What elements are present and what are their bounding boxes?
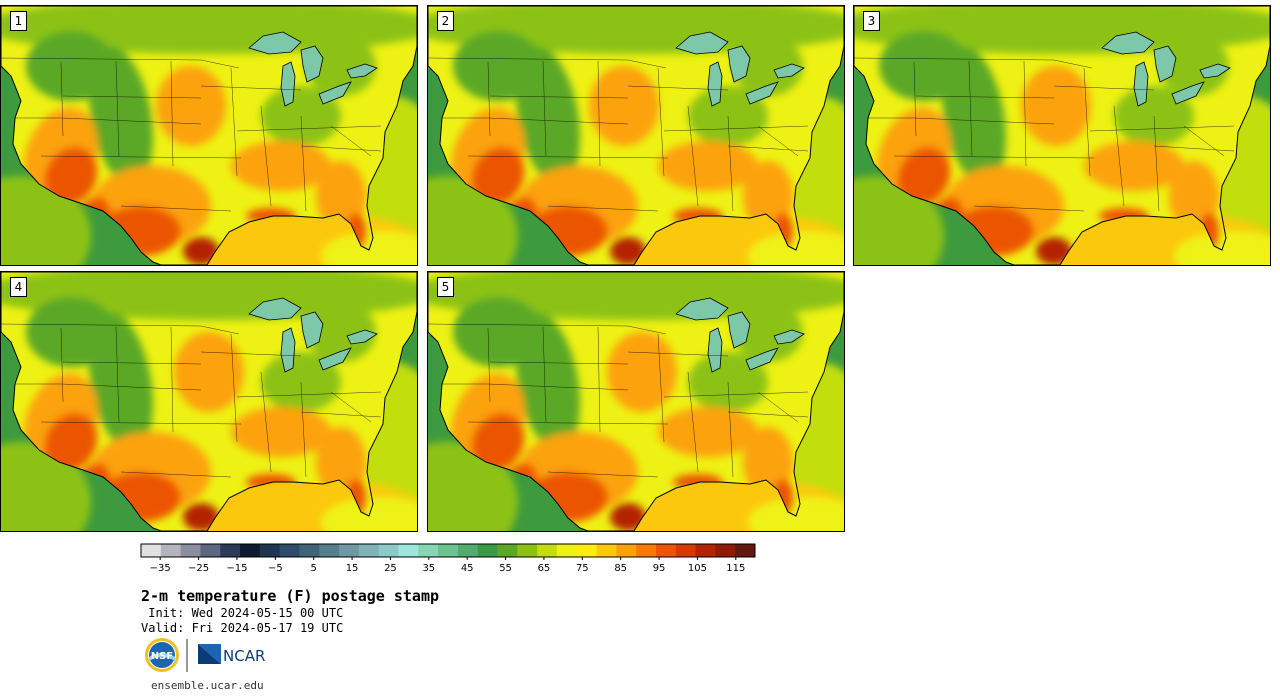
ensemble-member-panel: 4 [0,271,418,532]
colorbar-swatch [160,544,182,557]
colorbar-swatch [279,544,300,557]
ensemble-member-panel: 3 [853,5,1271,266]
colorbar-swatch [220,544,241,557]
colorbar-swatch [517,544,538,557]
colorbar-swatch [200,544,221,557]
colorbar-swatch [497,544,518,557]
colorbar-swatch [596,544,617,557]
colorbar-tick-label: 35 [422,563,435,574]
temperature-map [428,272,844,531]
nsf-logo-text: NSF [151,651,173,662]
colorbar-swatch [299,544,320,557]
init-time: Init: Wed 2024-05-15 00 UTC [141,606,344,620]
colorbar-swatch [556,544,578,557]
temperature-map [1,6,417,265]
colorbar-tick-label: 25 [384,563,397,574]
colorbar-swatch [655,544,677,557]
colorbar-swatch [141,544,162,557]
colorbar-tick-label: 75 [576,563,589,574]
member-number-label: 5 [437,277,454,297]
colorbar-tick-label: 85 [614,563,627,574]
colorbar-tick-label: 15 [346,563,359,574]
colorbar-swatch [240,544,261,557]
temperature-colorbar: −35 −25 −15 −5 5 15 25 35 45 55 65 75 85 95 105 115 [140,543,756,574]
temperature-map [854,6,1270,265]
colorbar-swatch [616,544,637,557]
colorbar-swatch [735,544,756,557]
ensemble-member-panel: 5 [427,271,845,532]
sponsor-logos: NSF NCAR [143,636,283,676]
member-number-label: 3 [863,11,880,31]
valid-time: Valid: Fri 2024-05-17 19 UTC [141,621,344,635]
ensemble-member-panel: 1 [0,5,418,266]
member-number-label: 2 [437,11,454,31]
ncar-logo-icon: NCAR [198,644,265,665]
nsf-logo-icon: NSF NCAR [145,638,265,672]
page-title: 2-m temperature (F) postage stamp [141,587,440,605]
colorbar-tick-label: 45 [461,563,474,574]
colorbar-swatch [576,544,598,557]
member-number-label: 4 [10,277,27,297]
colorbar-swatch [695,544,716,557]
colorbar-swatch [259,544,281,557]
colorbar-swatch [715,544,736,557]
colorbar-swatch [339,544,360,557]
website-link[interactable]: ensemble.ucar.edu [151,679,264,692]
colorbar-tick-label: 55 [499,563,512,574]
colorbar-swatch [438,544,459,557]
ncar-logo-text: NCAR [223,647,265,665]
colorbar-tick-label: −15 [226,563,247,574]
colorbar-swatch [378,544,399,557]
colorbar-tick-label: 95 [653,563,666,574]
temperature-map [428,6,844,265]
colorbar-swatch [457,544,479,557]
colorbar-tick-label: 5 [311,563,317,574]
ensemble-member-panel: 2 [427,5,845,266]
colorbar-tick-label: 65 [538,563,551,574]
colorbar-tick-label: 105 [688,563,707,574]
colorbar-tick-label: −25 [188,563,209,574]
colorbar-tick-label: −5 [268,563,283,574]
colorbar-tick-label: −35 [150,563,171,574]
colorbar-swatch [675,544,697,557]
colorbar-swatch [537,544,558,557]
colorbar-swatch [636,544,657,557]
colorbar-swatch [319,544,340,557]
member-number-label: 1 [10,11,27,31]
temperature-map [1,272,417,531]
colorbar-swatch [418,544,439,557]
colorbar-swatch [180,544,201,557]
colorbar-swatch [477,544,499,557]
colorbar-tick-label: 115 [726,563,745,574]
colorbar-frame [140,543,756,558]
colorbar-swatch [398,544,419,557]
colorbar-swatch [358,544,380,557]
